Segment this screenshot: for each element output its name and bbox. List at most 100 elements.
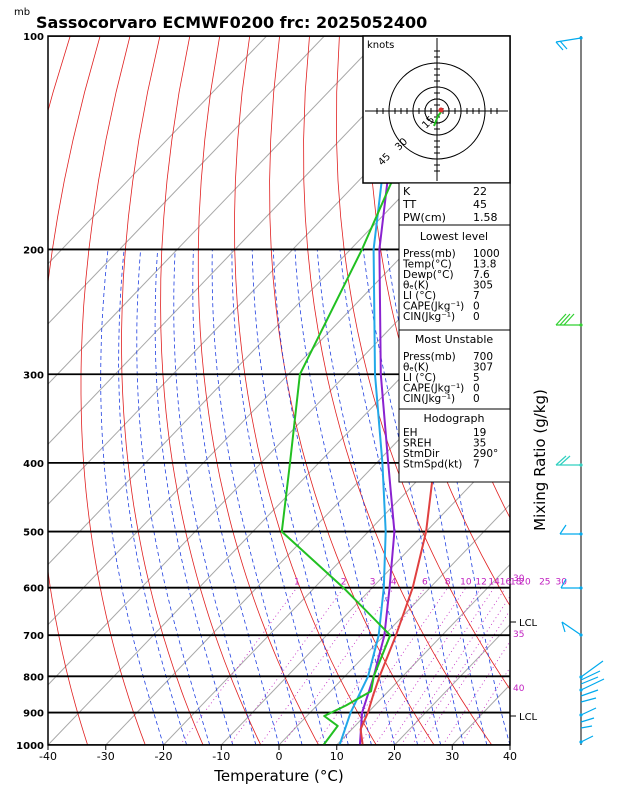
stats-panel: K 22 TT 45 PW(cm) 1.58 Lowest level Pres… (398, 182, 511, 483)
mixing-ratio-line (179, 587, 298, 745)
dry-adiabat (197, 36, 319, 745)
hodo_box-label: EH (403, 427, 418, 439)
wind-barb (561, 621, 582, 636)
wind-barb (561, 621, 566, 633)
temperature-tick-label: 10 (330, 750, 344, 763)
moist-adiabat (272, 249, 372, 745)
isotherm (220, 443, 510, 745)
moist-adiabat (118, 249, 187, 745)
wind-barb (560, 578, 567, 589)
wind-barb (580, 725, 593, 729)
wind-barb-dot (579, 740, 583, 744)
mixing-ratio-line (411, 595, 510, 745)
wind-barb (580, 717, 595, 723)
unstable-label: CIN(Jkg⁻¹) (403, 393, 455, 405)
isotherm (278, 503, 510, 745)
dry-adiabat (160, 36, 262, 745)
index-pw-value: 1.58 (473, 211, 498, 224)
wind-barb (580, 707, 597, 716)
chart-title: Sassocorvaro ECMWF0200 frc: 2025052400 (36, 13, 427, 32)
lowest-value: 0 (473, 301, 480, 313)
wind-barbs (555, 36, 605, 745)
isotherm (509, 744, 510, 745)
isotherm (336, 563, 510, 745)
mixing-ratio-line (282, 587, 395, 745)
mixing-ratio-line (259, 587, 373, 745)
wind-barb-dot (579, 688, 583, 692)
mixing-ratio-label: 6 (422, 578, 428, 588)
lowest-value: 305 (473, 280, 493, 292)
isotherm (48, 263, 510, 745)
temperature-tick-label: 20 (388, 750, 402, 763)
lowest-label: CAPE(Jkg⁻¹) (403, 301, 464, 313)
wind-barb (555, 41, 564, 51)
dewpoint-line (280, 36, 470, 745)
wind-barb-dot (579, 36, 583, 40)
theta-e-label: 40 (513, 684, 525, 694)
dry-adiabat (303, 36, 493, 745)
wind-barb (555, 455, 567, 466)
profiles (280, 36, 510, 745)
wind-barb (555, 313, 567, 326)
index-tt-label: TT (402, 198, 417, 211)
pressure-tick-label: 600 (23, 584, 44, 595)
pressure-tick-label: 100 (23, 32, 44, 43)
mixing-ratio-label: 20 (519, 578, 531, 588)
wetbulb-line (338, 139, 388, 745)
temperature-tick-label: 30 (445, 750, 459, 763)
wind-barb-dot (579, 532, 583, 536)
mixing-ratio-label: 1 (294, 578, 300, 588)
temperature-axis: -40 -30 -20 -10 0 10 20 30 40 (39, 745, 517, 763)
hodo_box-value: 35 (473, 438, 486, 450)
parcel-line (358, 139, 396, 745)
temperature-tick-label: 0 (276, 750, 283, 763)
isotherm (48, 36, 441, 445)
hodo_box-value: 290° (473, 448, 498, 460)
dry-adiabat (80, 36, 146, 745)
lowest-label: CIN(Jkg⁻¹) (403, 311, 455, 323)
wind-barb-dot (579, 713, 583, 717)
moist-adiabat (251, 249, 349, 745)
dry-adiabat (121, 36, 204, 745)
mixing-ratio-label: 30 (555, 578, 567, 588)
grid-lines (48, 36, 510, 745)
mixing-ratio-line (229, 587, 344, 745)
wind-barb (580, 676, 599, 685)
wind-barb (580, 678, 605, 691)
pressure-tick-label: 400 (23, 459, 44, 470)
moist-adiabat (316, 249, 418, 745)
mixing-ratio-line (400, 587, 506, 745)
hodograph-trace (433, 111, 442, 127)
moist-adiabat (362, 249, 465, 745)
moist-adiabat (192, 249, 280, 745)
wind-barb-dot (579, 633, 583, 637)
moist-adiabat (136, 249, 211, 745)
hodo_box-value: 7 (473, 459, 480, 471)
moist-adiabat (173, 249, 257, 745)
hodo_box-label: StmSpd(kt) (403, 459, 462, 471)
moist-adiabat (100, 249, 164, 745)
mixing-ratio-label: 25 (539, 578, 550, 588)
temperature-tick-label: -40 (39, 750, 57, 763)
pressure-tick-label: 1000 (16, 741, 44, 752)
unstable-value: 0 (473, 383, 480, 395)
lowest-label: LI (°C) (403, 290, 436, 302)
dry-adiabat (367, 36, 510, 607)
index-tt-value: 45 (473, 198, 487, 211)
unstable-value: 5 (473, 372, 480, 384)
wind-barb (580, 735, 594, 743)
unstable-label: θₑ(K) (403, 362, 429, 374)
mixing-ratio-label: 10 (460, 578, 472, 588)
moist-adiabat (339, 249, 442, 745)
dry-adiabat (336, 36, 510, 691)
dry-adiabat (269, 36, 435, 745)
theta-e-label: 30 (513, 574, 525, 584)
wind-barb (559, 40, 568, 50)
wind-barb-dot (579, 675, 583, 679)
hodo_box-label: SREH (403, 438, 432, 450)
index-k-label: K (403, 185, 411, 198)
mixing-ratio-line (421, 609, 510, 745)
mixing-ratio-label: 3 (370, 578, 376, 588)
pressure-tick-label: 900 (23, 709, 44, 720)
